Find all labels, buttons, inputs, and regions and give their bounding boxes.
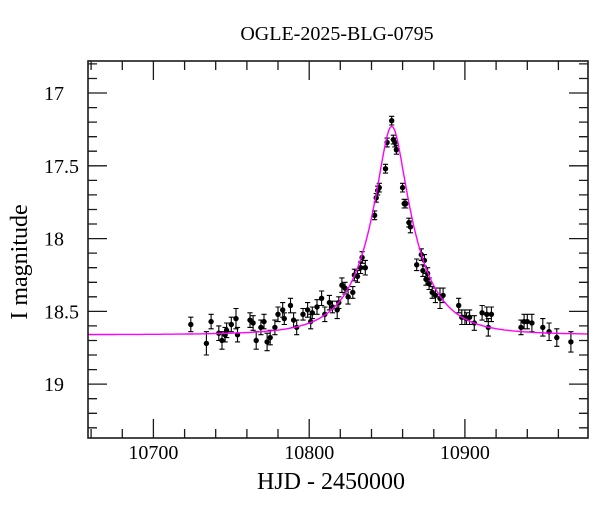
data-point (524, 318, 530, 325)
data-point (253, 337, 259, 344)
data-point (264, 339, 270, 345)
data-point (233, 315, 239, 322)
y-tick-label: 18.5 (44, 301, 79, 323)
data-point (407, 224, 414, 230)
x-tick-label: 10800 (284, 442, 334, 464)
data-point (228, 321, 234, 328)
model-curve (88, 125, 588, 336)
data-point (423, 276, 429, 282)
data-point (309, 310, 315, 316)
data-point (261, 318, 267, 325)
y-tick-label: 18 (44, 229, 64, 251)
data-point (314, 304, 320, 310)
data-point (518, 324, 524, 331)
data-point (342, 285, 348, 291)
data-point (393, 147, 400, 153)
data-point (357, 265, 364, 271)
data-point (267, 334, 273, 341)
data-point (304, 307, 311, 313)
data-point (406, 219, 412, 226)
data-point (223, 327, 230, 333)
y-tick-label: 19 (44, 374, 64, 396)
data-point (479, 310, 485, 316)
data-point (275, 311, 281, 317)
data-point (208, 318, 214, 325)
data-point (456, 302, 462, 309)
data-point (318, 295, 325, 301)
data-point (345, 294, 351, 300)
x-tick-label: 10700 (128, 442, 178, 464)
data-point (350, 289, 356, 296)
x-tick-label: 10900 (440, 442, 490, 464)
data-point (382, 166, 389, 172)
data-point (281, 315, 287, 322)
data-point (334, 307, 340, 313)
data-point (399, 184, 406, 191)
data-point (403, 200, 409, 207)
data-point (290, 317, 297, 323)
data-point (440, 292, 446, 299)
data-point (188, 321, 194, 328)
data-points (188, 115, 574, 356)
tick-marks (88, 61, 588, 438)
axis-tick-labels: 10700 10800 10900 17 17.5 18 18.5 19 (44, 83, 490, 464)
data-point (219, 337, 225, 344)
data-point (432, 292, 439, 299)
data-point (272, 324, 278, 331)
plot-frame (87, 60, 589, 439)
data-point (362, 265, 368, 271)
data-point (529, 320, 535, 326)
data-point (280, 307, 286, 313)
y-tick-label: 17 (44, 83, 64, 105)
data-point (420, 267, 426, 274)
data-point (554, 334, 560, 341)
data-point (488, 311, 495, 317)
data-point (258, 324, 264, 331)
data-point (300, 311, 306, 317)
data-point (326, 299, 333, 306)
data-point (540, 324, 546, 331)
data-point (392, 139, 398, 146)
data-point (466, 314, 473, 320)
error-bars (188, 115, 574, 356)
data-point (568, 339, 574, 345)
data-point (287, 302, 294, 309)
axis-ticks (88, 61, 588, 438)
data-point (484, 311, 490, 317)
data-point (426, 281, 432, 287)
y-tick-label: 17.5 (44, 156, 79, 178)
data-point (203, 340, 210, 347)
data-point (414, 262, 420, 268)
chart-title: OGLE-2025-BLG-0795 (240, 23, 433, 45)
data-point (371, 212, 378, 218)
data-point (354, 273, 361, 280)
x-axis-label: HJD - 2450000 (257, 469, 405, 495)
data-point (250, 320, 256, 326)
y-axis-label: I magnitude (7, 204, 33, 319)
model-curve-path (88, 125, 588, 336)
data-point (389, 118, 395, 124)
